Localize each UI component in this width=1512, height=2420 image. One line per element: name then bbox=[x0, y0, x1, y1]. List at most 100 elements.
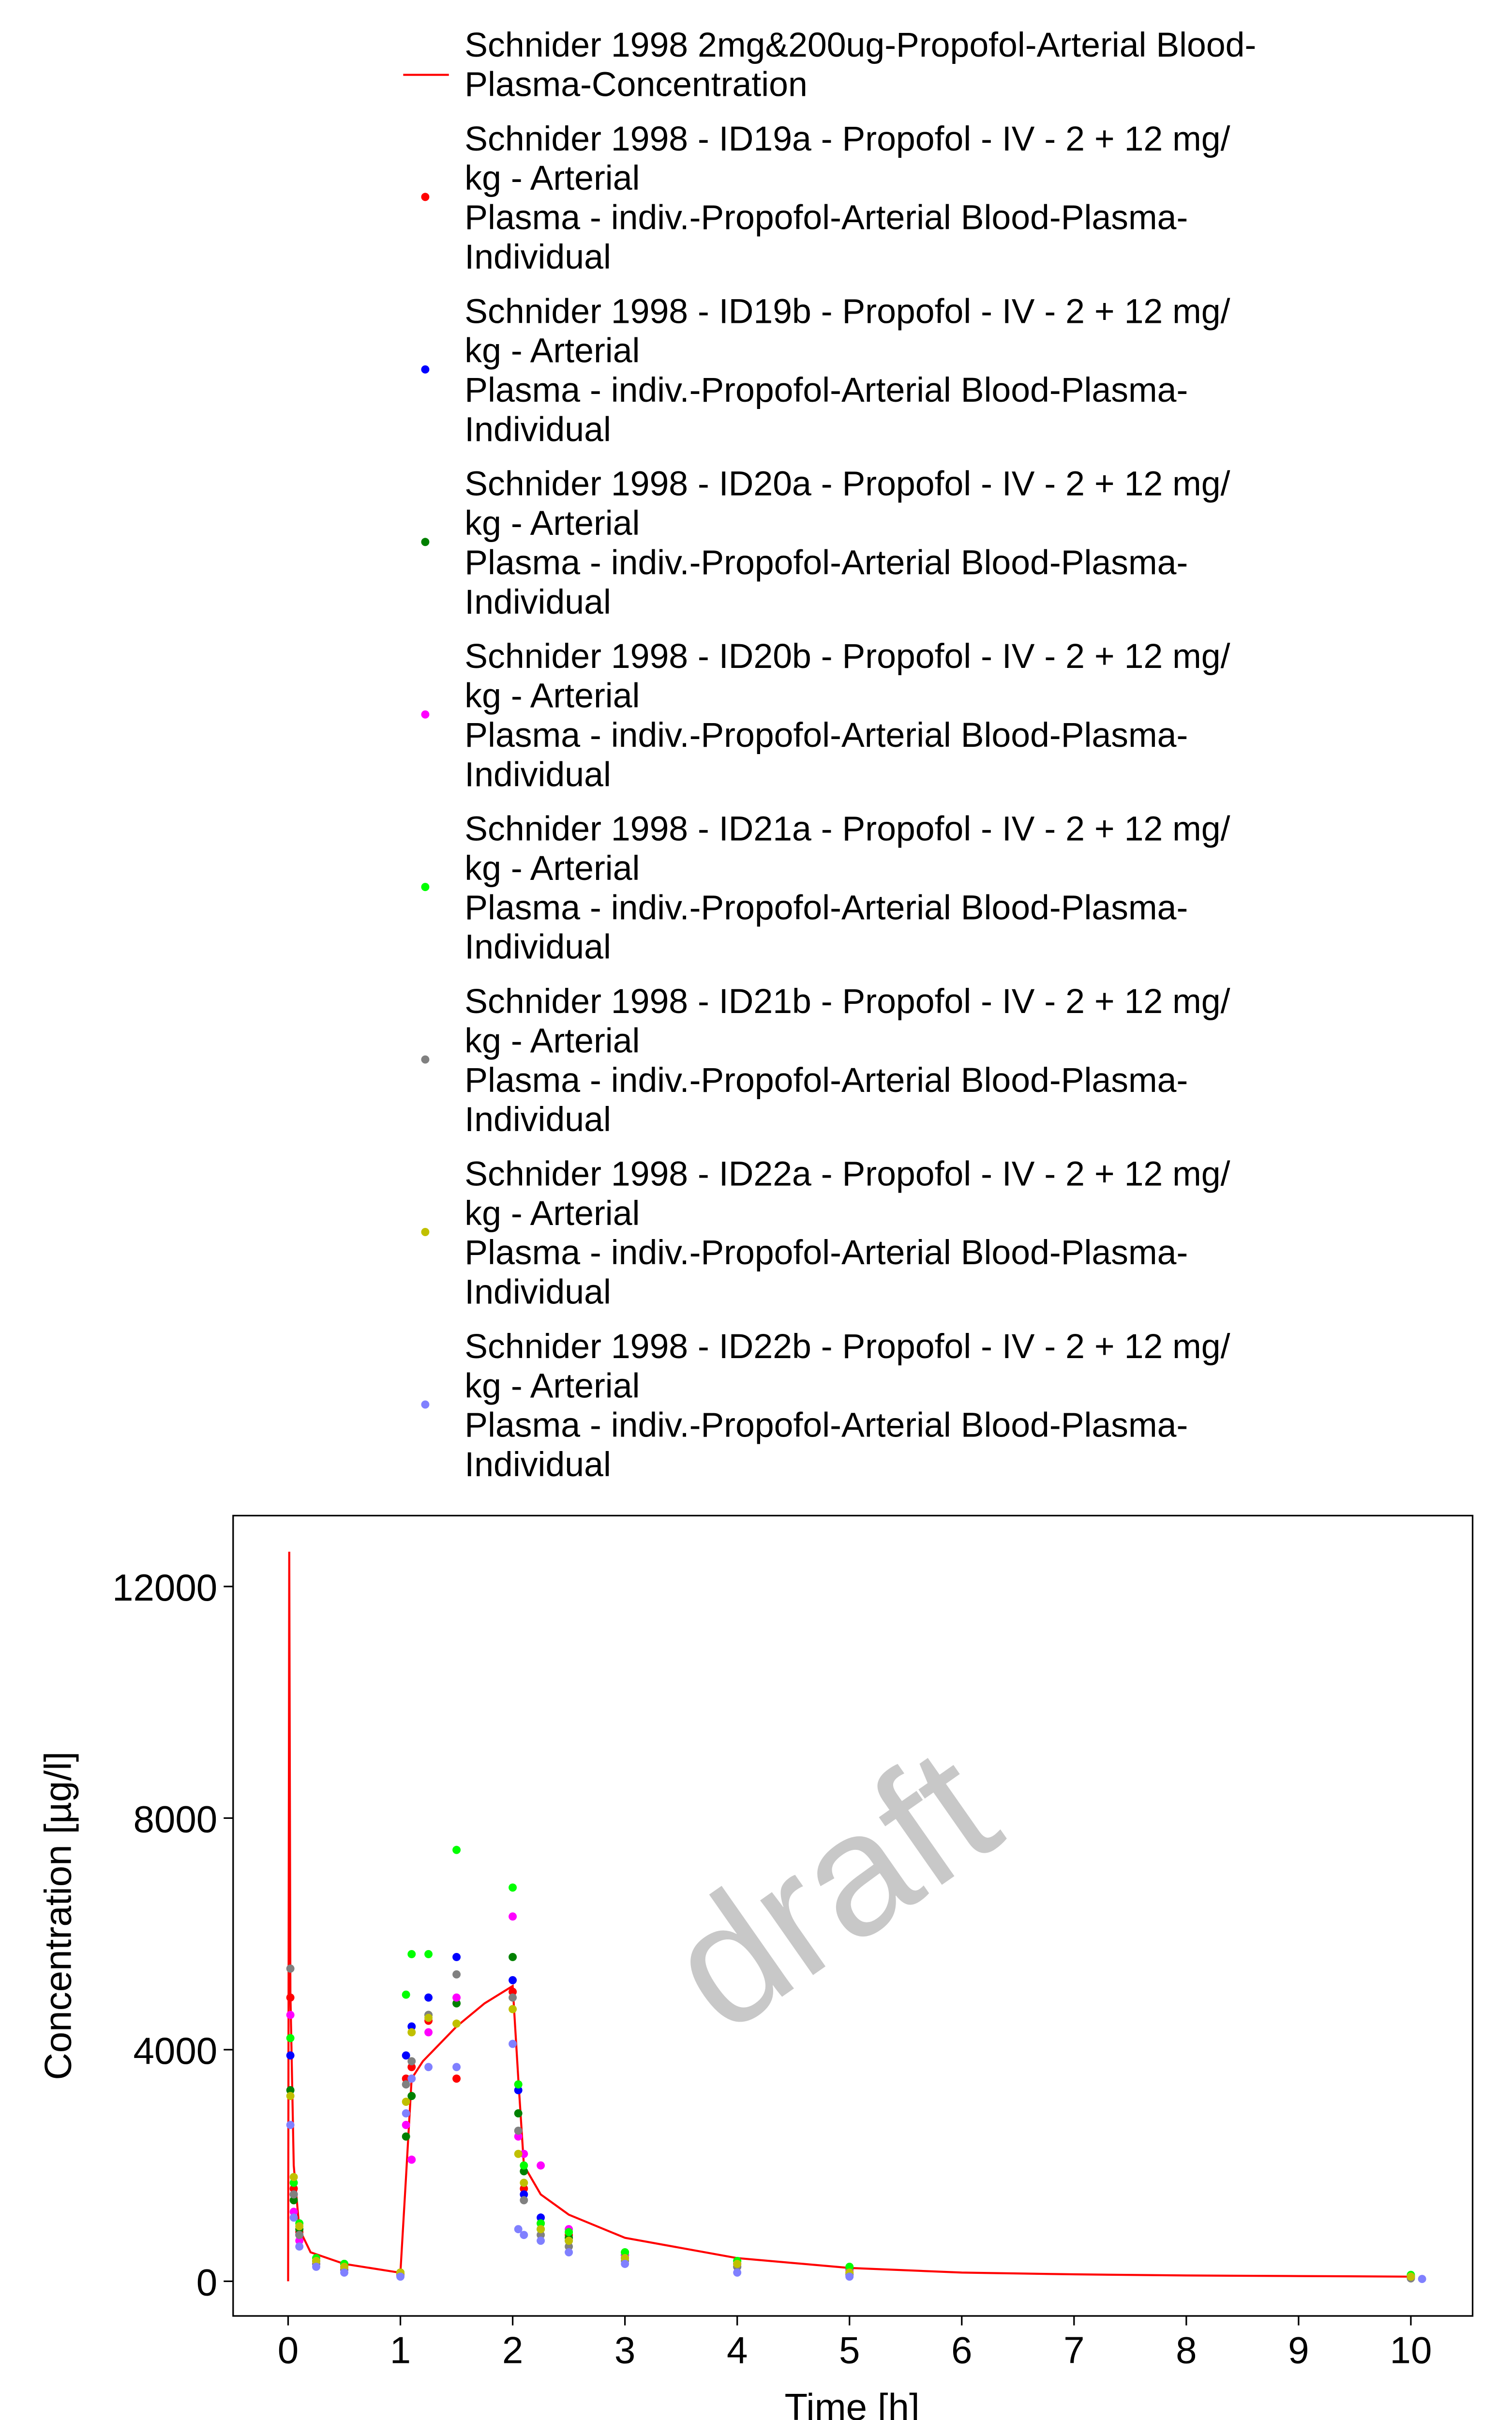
x-tick-label: 5 bbox=[839, 2329, 860, 2372]
data-point bbox=[407, 2063, 416, 2072]
data-point bbox=[514, 2126, 523, 2135]
data-point bbox=[402, 2098, 410, 2106]
data-point bbox=[402, 2132, 410, 2141]
data-point bbox=[537, 2237, 545, 2245]
legend-label: Schnider 1998 - ID22b - Propofol - IV - … bbox=[464, 1327, 1230, 1484]
data-point bbox=[286, 2120, 295, 2129]
legend-label: Schnider 1998 - ID21a - Propofol - IV - … bbox=[464, 810, 1230, 967]
data-point bbox=[514, 2132, 523, 2141]
data-point bbox=[402, 2109, 410, 2118]
data-point bbox=[452, 1845, 461, 1854]
data-point bbox=[407, 2074, 416, 2083]
data-point bbox=[312, 2257, 320, 2265]
data-point bbox=[621, 2260, 629, 2268]
data-point bbox=[509, 1952, 517, 1961]
data-point bbox=[733, 2268, 742, 2277]
legend-marker bbox=[421, 883, 430, 892]
data-point bbox=[514, 2225, 523, 2234]
data-point bbox=[733, 2260, 742, 2268]
legend-label: Schnider 1998 - ID19a - Propofol - IV - … bbox=[464, 120, 1230, 276]
data-point bbox=[514, 2080, 523, 2089]
legend-marker bbox=[421, 365, 430, 374]
legend-label: Schnider 1998 2mg&200ug-Propofol-Arteria… bbox=[464, 26, 1256, 104]
data-point bbox=[452, 2074, 461, 2083]
data-point bbox=[286, 1993, 295, 2002]
data-point bbox=[452, 1993, 461, 2002]
data-point bbox=[286, 2034, 295, 2042]
x-tick-label: 10 bbox=[1390, 2329, 1432, 2372]
data-point bbox=[520, 2231, 528, 2239]
data-point bbox=[520, 2196, 528, 2205]
legend-marker bbox=[421, 193, 430, 201]
data-point bbox=[514, 2109, 523, 2118]
x-axis-title: Time [h] bbox=[784, 2386, 919, 2420]
x-tick-label: 9 bbox=[1288, 2329, 1309, 2372]
data-point bbox=[452, 2019, 461, 2028]
data-point bbox=[520, 2161, 528, 2170]
data-point bbox=[509, 1976, 517, 1984]
data-point bbox=[289, 2196, 298, 2205]
line-series bbox=[287, 1552, 1411, 2282]
data-point bbox=[286, 2011, 295, 2019]
data-point bbox=[407, 2155, 416, 2164]
data-point bbox=[295, 2237, 304, 2245]
data-point bbox=[424, 2028, 433, 2037]
data-point bbox=[295, 2231, 304, 2239]
data-point bbox=[289, 2208, 298, 2216]
data-point bbox=[520, 2190, 528, 2199]
data-point bbox=[520, 2149, 528, 2158]
plot-frame bbox=[232, 1514, 1474, 2317]
data-point bbox=[402, 2120, 410, 2129]
y-tick-label: 0 bbox=[196, 2261, 217, 2304]
data-point bbox=[289, 2173, 298, 2181]
data-point bbox=[407, 2022, 416, 2031]
data-point bbox=[452, 1970, 461, 1979]
data-point bbox=[340, 2268, 348, 2277]
x-tick-label: 0 bbox=[278, 2329, 299, 2372]
data-point bbox=[520, 2178, 528, 2187]
legend-label: Schnider 1998 - ID20a - Propofol - IV - … bbox=[464, 465, 1230, 621]
data-point bbox=[286, 2051, 295, 2060]
legend-label: Schnider 1998 - ID21b - Propofol - IV - … bbox=[464, 982, 1230, 1139]
y-axis-title: Concentration [µg/l] bbox=[37, 1752, 79, 2080]
data-point bbox=[407, 2057, 416, 2066]
data-point bbox=[537, 2225, 545, 2234]
data-point bbox=[295, 2242, 304, 2251]
watermark: draft bbox=[634, 1709, 1030, 2067]
data-point bbox=[520, 2184, 528, 2193]
data-point bbox=[402, 1990, 410, 1999]
data-point bbox=[424, 2063, 433, 2072]
data-point bbox=[452, 1952, 461, 1961]
data-point bbox=[565, 2228, 573, 2237]
data-point bbox=[424, 1950, 433, 1958]
y-tick-label: 8000 bbox=[133, 1798, 217, 1841]
data-point bbox=[621, 2254, 629, 2262]
legend-label: Schnider 1998 - ID22a - Propofol - IV - … bbox=[464, 1154, 1230, 1311]
data-point bbox=[407, 2028, 416, 2037]
data-point bbox=[537, 2231, 545, 2239]
x-tick-label: 6 bbox=[951, 2329, 972, 2372]
legend-marker bbox=[421, 710, 430, 719]
legend-marker bbox=[421, 1055, 430, 1064]
data-point bbox=[537, 2213, 545, 2222]
data-point bbox=[289, 2184, 298, 2193]
data-point bbox=[509, 2005, 517, 2013]
data-point bbox=[424, 2013, 433, 2022]
y-tick-label: 4000 bbox=[133, 2029, 217, 2072]
data-point bbox=[396, 2272, 405, 2281]
data-point bbox=[509, 2040, 517, 2048]
data-point bbox=[1418, 2275, 1426, 2284]
data-point bbox=[286, 1964, 295, 1973]
data-point bbox=[452, 2063, 461, 2072]
data-point bbox=[407, 2092, 416, 2101]
data-point bbox=[537, 2161, 545, 2170]
data-point bbox=[509, 1987, 517, 1996]
data-point bbox=[286, 2086, 295, 2095]
legend-label: Schnider 1998 - ID19b - Propofol - IV - … bbox=[464, 292, 1230, 449]
data-point bbox=[509, 1912, 517, 1921]
data-point bbox=[402, 2074, 410, 2083]
data-point bbox=[520, 2167, 528, 2176]
data-point bbox=[537, 2219, 545, 2228]
data-point bbox=[565, 2242, 573, 2251]
